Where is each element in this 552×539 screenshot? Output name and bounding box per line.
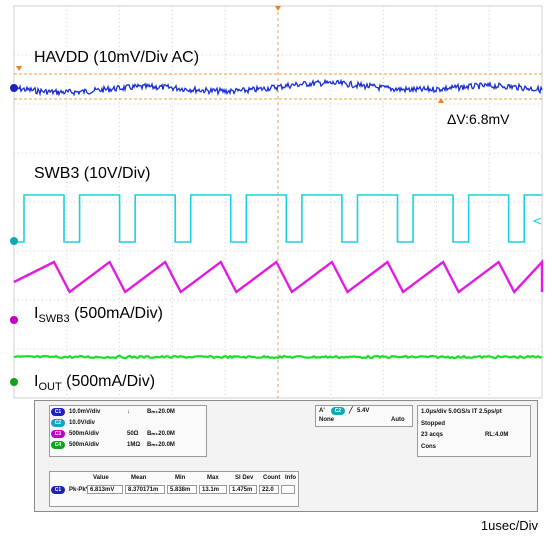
acquisition-box[interactable] (417, 405, 531, 457)
iout-label-main: I (34, 373, 38, 390)
meas-channel-badge: C1 (51, 486, 65, 494)
c1-badge: C1 (51, 408, 65, 416)
iswb3-label: ISWB3 (500mA/Div) (34, 305, 163, 325)
meas-header-stdev: Sl Dev (235, 475, 254, 481)
acq-line-3: 23 acqs (421, 432, 444, 438)
meas-header-count: Count (263, 475, 281, 481)
c4-termination: 1MΩ (127, 442, 141, 448)
trigger-mode: None (319, 417, 334, 423)
c3-badge: C3 (51, 430, 65, 438)
iout-trace (13, 354, 543, 360)
iswb3-label-sub: SWB3 (38, 313, 69, 325)
c2-marker[interactable] (10, 237, 18, 245)
c3-marker[interactable] (10, 316, 18, 324)
iswb3-label-main: I (34, 305, 38, 322)
c3-termination: 50Ω (127, 431, 139, 437)
havdd-label: HAVDD (10mV/Div AC) (34, 49, 199, 66)
c4-scale: 500mA/div (69, 442, 100, 448)
meas-header-mean: Mean (131, 475, 147, 481)
trigger-mark: A' (319, 408, 325, 414)
settings-panel: C1 10.0mV/div ↓ Bₘ₊20.0M C2 10.0V/div C3… (34, 400, 538, 512)
c3-bandwidth: Bₘ₊20.0M (147, 431, 175, 437)
acq-line-4: Cons (421, 444, 436, 450)
c2-badge: C2 (51, 419, 65, 427)
c3-scale: 500mA/div (69, 431, 100, 437)
meas-min: 5.838m (167, 485, 197, 494)
c1-scale: 10.0mV/div (69, 409, 101, 415)
meas-header-info: Info (285, 475, 296, 481)
meas-header-min: Min (175, 475, 186, 481)
iout-label: IOUT (500mA/Div) (34, 373, 155, 393)
trigger-level-icon[interactable] (532, 217, 542, 225)
waveform-traces (13, 78, 544, 360)
c1-bandwidth: Bₘ₊20.0M (147, 409, 175, 415)
iswb3-trace (13, 258, 544, 295)
meas-header-max: Max (207, 475, 219, 481)
meas-info (281, 485, 295, 494)
meas-mean: 8.370171m (125, 485, 165, 494)
trigger-position-icon[interactable] (275, 6, 281, 11)
havdd-trace (13, 78, 543, 97)
channel-markers (10, 6, 542, 386)
iswb3-label-rest: (500mA/Div) (70, 305, 163, 322)
cursor-marker-icon[interactable] (438, 98, 444, 103)
c1-coupling: ↓ (127, 409, 130, 415)
channel-settings-box (49, 405, 207, 457)
meas-stdev: 1.475m (229, 485, 257, 494)
delta-v-label: ΔV:6.8mV (447, 111, 510, 127)
meas-header-value: Value (93, 475, 109, 481)
iout-label-rest: (500mA/Div) (62, 373, 155, 390)
swb3-trace (14, 194, 542, 243)
cursor-marker-icon[interactable] (16, 66, 22, 71)
c1-marker[interactable] (10, 84, 18, 92)
c4-badge: C4 (51, 441, 65, 449)
meas-label: Pk-Pk* (69, 487, 89, 493)
c4-bandwidth: Bₘ₊20.0M (147, 442, 175, 448)
iout-label-sub: OUT (38, 381, 62, 393)
meas-count: 22.0 (259, 485, 279, 494)
c2-scale: 10.0V/div (69, 420, 96, 426)
trigger-edge-icon: ╱ (349, 408, 353, 414)
meas-max: 13.1m (199, 485, 227, 494)
acq-record-length: RL:4.0M (485, 432, 509, 438)
graticule (14, 6, 542, 398)
swb3-label: SWB3 (10V/Div) (34, 165, 150, 182)
acq-line-1: 1.0μs/div 5.0GS/s IT 2.5ps/pt (421, 409, 502, 415)
acq-line-2: Stopped (421, 421, 445, 427)
trigger-mode-auto: Auto (391, 417, 405, 423)
trigger-source-badge: C2 (331, 407, 345, 415)
meas-value: 6.813mV (87, 485, 123, 494)
c4-marker[interactable] (10, 378, 18, 386)
trigger-level: 5.4V (357, 408, 370, 414)
timebase-label: 1usec/Div (480, 518, 538, 533)
